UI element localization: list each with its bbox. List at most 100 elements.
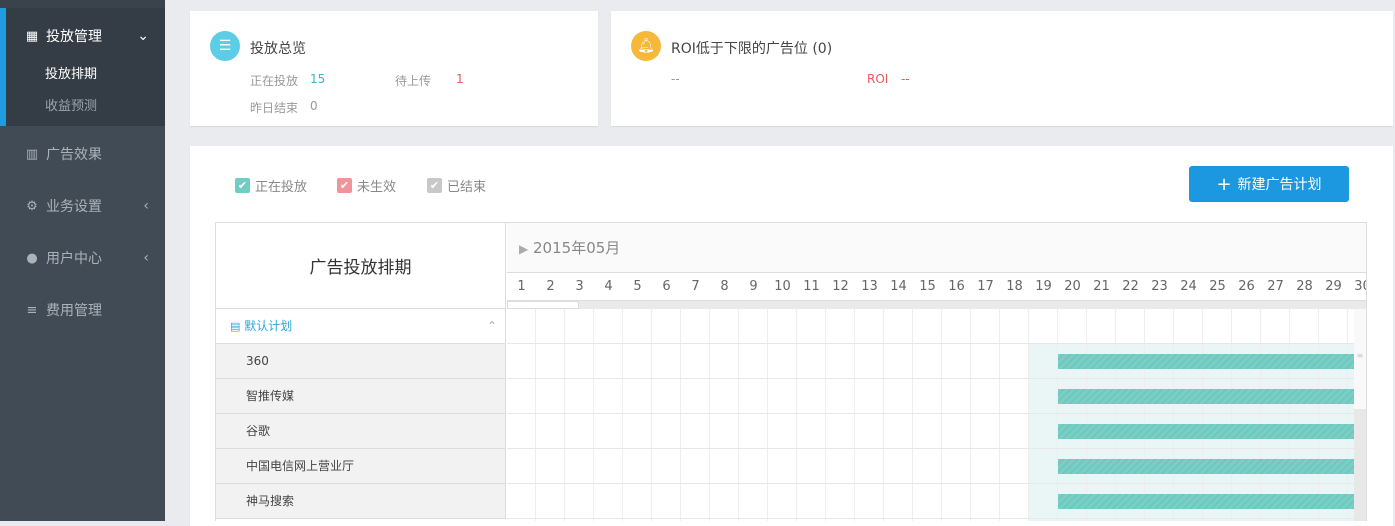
day-label: 28 (1296, 279, 1313, 294)
grid-vline (651, 309, 652, 521)
sidebar-item-label: 广告效果 (46, 147, 102, 163)
sidebar-item-label: 费用管理 (46, 303, 102, 319)
sidebar-top (0, 0, 165, 8)
day-label: 1 (517, 279, 526, 294)
schedule-bar[interactable] (1058, 459, 1365, 474)
day-label: 17 (977, 279, 994, 294)
day-label: 8 (720, 279, 729, 294)
pending-label: 待上传 (395, 74, 432, 88)
grid-vline (1202, 309, 1203, 521)
sidebar-item-label: 用户中心 (46, 251, 102, 267)
day-label: 12 (832, 279, 849, 294)
grid-vline (680, 309, 681, 521)
legend-label: 正在投放 (255, 180, 308, 195)
new-ad-plan-label: 新建广告计划 (1237, 177, 1322, 193)
schedule-bar[interactable] (1058, 389, 1365, 404)
chevron-up-icon[interactable]: ⌃ (486, 319, 497, 333)
day-label: 25 (1209, 279, 1226, 294)
grid-hline (507, 343, 1366, 344)
list-icon: ☰ (210, 31, 240, 61)
overview-title: 投放总览 (250, 41, 306, 57)
grid-vline (1057, 309, 1058, 521)
grid-vline (1289, 309, 1290, 521)
check-icon: ✔ (235, 178, 250, 193)
running-count: 15 (310, 72, 326, 86)
sidebar-group-active (0, 8, 165, 126)
grid-vline (883, 309, 884, 521)
day-label: 24 (1180, 279, 1197, 294)
table-row[interactable]: 神马搜索 (216, 484, 506, 519)
table-row[interactable]: 智推传媒 (216, 379, 506, 414)
legend-ended[interactable]: ✔ 已结束 (427, 176, 486, 195)
sidebar-item-delivery[interactable]: ▦ 投放管理 ⌄ (24, 26, 149, 46)
roi-label: ROI (867, 72, 889, 86)
grid-vline (593, 309, 594, 521)
table-row[interactable]: 谷歌 (216, 414, 506, 449)
sidebar-item-user-center[interactable]: ● 用户中心 ‹ (24, 248, 149, 268)
gantt-grid: ≡ (507, 309, 1366, 521)
sidebar-item-billing[interactable]: ≡ 费用管理 (24, 300, 149, 320)
month-header[interactable]: ▶ 2015年05月 (507, 223, 1366, 273)
sidebar-subitem-schedule[interactable]: 投放排期 (45, 67, 98, 82)
day-label: 30 (1354, 279, 1366, 294)
ended-label: 昨日结束 (250, 101, 299, 115)
day-label: 13 (861, 279, 878, 294)
running-label: 正在投放 (250, 74, 299, 88)
grid-vline (622, 309, 623, 521)
legend-running[interactable]: ✔ 正在投放 (235, 176, 307, 195)
grid-vline (825, 309, 826, 521)
schedule-bar[interactable] (1058, 354, 1365, 369)
grid-vline (767, 309, 768, 521)
month-label: 2015年05月 (533, 239, 621, 257)
day-label: 21 (1093, 279, 1110, 294)
new-ad-plan-button[interactable]: + 新建广告计划 (1189, 166, 1349, 202)
sidebar-item-label: 投放管理 (46, 29, 102, 45)
group-label: 默认计划 (244, 319, 293, 333)
grid-vline (999, 309, 1000, 521)
gear-icon: ⚙ (26, 198, 38, 214)
day-label: 10 (774, 279, 791, 294)
day-label: 27 (1267, 279, 1284, 294)
day-label: 7 (691, 279, 700, 294)
day-label: 2 (546, 279, 555, 294)
database-icon: ≡ (26, 302, 38, 318)
horizontal-scrollbar[interactable] (507, 301, 1366, 309)
grid-vline (1260, 309, 1261, 521)
day-label: 23 (1151, 279, 1168, 294)
grid-hline (507, 448, 1366, 449)
grid-vline (1028, 309, 1029, 521)
legend-inactive[interactable]: ✔ 未生效 (337, 176, 396, 195)
sidebar: ▦ 投放管理 ⌄ 投放排期 收益预测 ▥ 广告效果 ⚙ 业务设置 ‹ ● 用户中心 ‹ ≡ 费用… (0, 0, 165, 521)
day-header: 1 2 3 4 5 6 7 8 9 10 11 12 13 14 15 16 17 18 19 20 21 22 23 24 2… (507, 273, 1366, 301)
roi-card: 🔔︎ ROI低于下限的广告位 (0) -- ROI -- (611, 11, 1393, 126)
day-label: 22 (1122, 279, 1139, 294)
table-row[interactable]: 中国电信网上营业厅 (216, 449, 506, 484)
day-label: 9 (749, 279, 758, 294)
vertical-scrollbar[interactable]: ≡ (1354, 309, 1366, 521)
grid-vline (912, 309, 913, 521)
sidebar-subitem-forecast[interactable]: 收益预测 (45, 99, 98, 114)
grid-vline (1173, 309, 1174, 521)
scroll-thumb[interactable]: ≡ (1354, 309, 1366, 409)
sidebar-item-business-settings[interactable]: ⚙ 业务设置 ‹ (24, 196, 149, 216)
chevron-left-icon: ‹ (143, 250, 149, 266)
grid-vline (970, 309, 971, 521)
grid-vline (1115, 309, 1116, 521)
schedule-bar[interactable] (1058, 424, 1365, 439)
sidebar-item-ad-effect[interactable]: ▥ 广告效果 (24, 144, 149, 164)
scroll-thumb[interactable] (507, 301, 579, 309)
grid-vline (854, 309, 855, 521)
gantt-chart: 广告投放排期 ▤ 默认计划 ⌃ 360 智推传媒 谷歌 中国电信网上营业厅 神马搜索 ▶ … (215, 222, 1367, 521)
day-label: 15 (919, 279, 936, 294)
roi-value: -- (901, 72, 910, 86)
table-row[interactable]: 360 (216, 344, 506, 379)
ended-count: 0 (310, 99, 318, 113)
group-row[interactable]: ▤ 默认计划 ⌃ (216, 309, 506, 344)
grid-vline (1347, 309, 1348, 521)
grid-vline (941, 309, 942, 521)
day-label: 5 (633, 279, 642, 294)
grid-hline (507, 413, 1366, 414)
plus-icon: + (1216, 173, 1232, 195)
schedule-bar[interactable] (1058, 494, 1365, 509)
chevron-down-icon: ⌄ (137, 28, 149, 44)
